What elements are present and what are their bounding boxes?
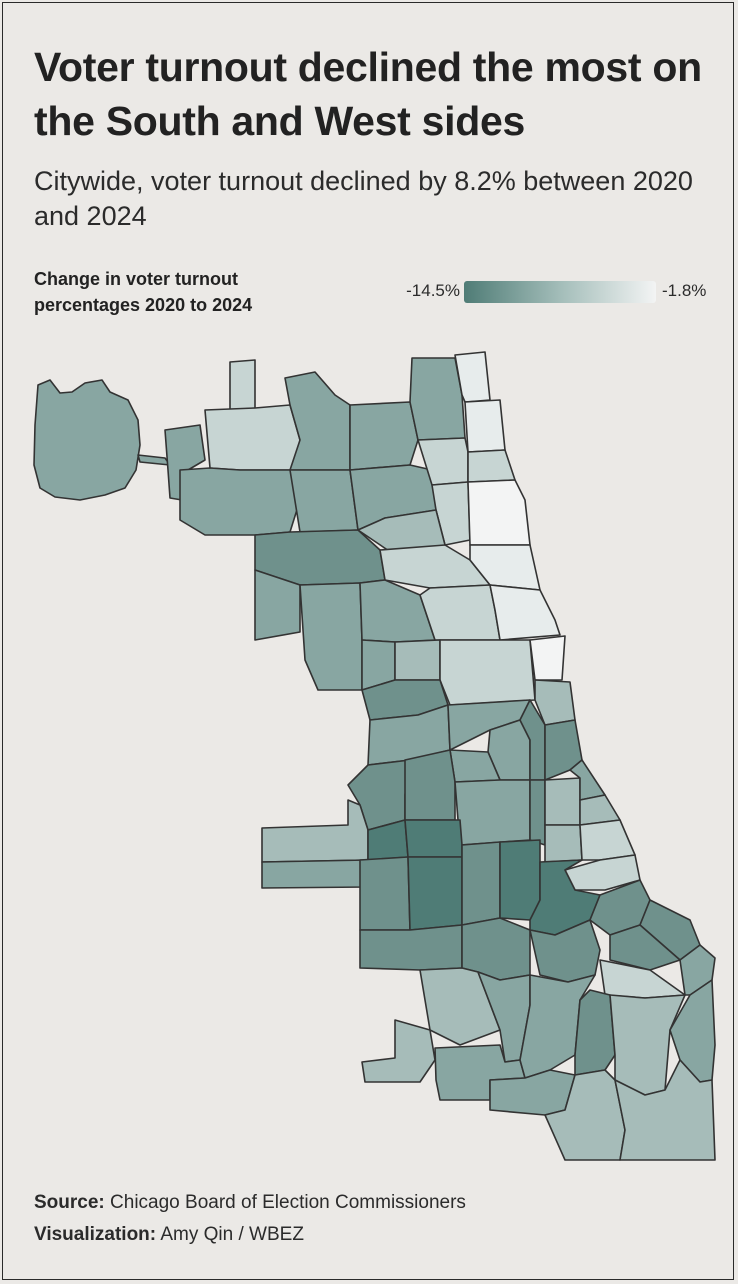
ward-region (204, 404, 301, 471)
ward-region (439, 639, 536, 706)
ward-region (349, 401, 419, 471)
ward-region (229, 359, 256, 411)
ward-region (519, 974, 596, 1079)
ward-region (467, 449, 516, 483)
source-label: Source: (34, 1192, 105, 1213)
ward-region (544, 824, 583, 863)
ward-region (404, 819, 463, 858)
visualization-text: Amy Qin / WBEZ (156, 1224, 304, 1245)
ward-region (407, 856, 463, 931)
legend-min-label: -14.5% (406, 281, 460, 300)
ward-region (614, 1059, 716, 1161)
ward-region (529, 635, 566, 681)
ward-region (609, 924, 681, 971)
ward-region (467, 479, 531, 546)
page-title: Voter turnout declined the most on the S… (34, 44, 702, 144)
ward-region (529, 779, 546, 846)
ward-region (419, 584, 501, 641)
subtitle: Citywide, voter turnout declined by 8.2%… (34, 166, 693, 231)
ward-region (579, 819, 636, 861)
visualization-credit: Visualization: Amy Qin / WBEZ (34, 1222, 304, 1248)
ward-region (137, 454, 171, 466)
ward-region (529, 919, 601, 983)
ward-region (499, 839, 541, 921)
ward-region (359, 579, 436, 643)
ward-region (454, 779, 531, 846)
ward-region (299, 582, 363, 691)
ward-region (359, 856, 411, 931)
ward-region (409, 357, 466, 441)
ward-region (404, 749, 456, 821)
source-text: Chicago Board of Election Commissioners (104, 1192, 466, 1213)
ward-region (461, 841, 501, 926)
ward-region (179, 467, 301, 536)
visualization-label: Visualization: (34, 1224, 157, 1245)
legend-max-label: -1.8% (662, 281, 707, 300)
source-credit: Source: Chicago Board of Election Commis… (34, 1190, 466, 1216)
ward-region (574, 989, 616, 1076)
ward-region (261, 799, 369, 863)
ward-region (464, 399, 506, 453)
ward-region (254, 569, 301, 641)
ward-region (489, 584, 561, 641)
legend-color-scale (464, 281, 656, 303)
ward-region (289, 469, 359, 533)
legend-title: Change in voter turnout percentages 2020… (34, 269, 253, 315)
ward-region (261, 859, 369, 889)
ward-region (284, 371, 351, 471)
ward-region (33, 379, 141, 501)
ward-region (394, 639, 441, 681)
ward-region (359, 924, 463, 971)
ward-region (361, 1019, 436, 1083)
ward-region (544, 777, 581, 826)
